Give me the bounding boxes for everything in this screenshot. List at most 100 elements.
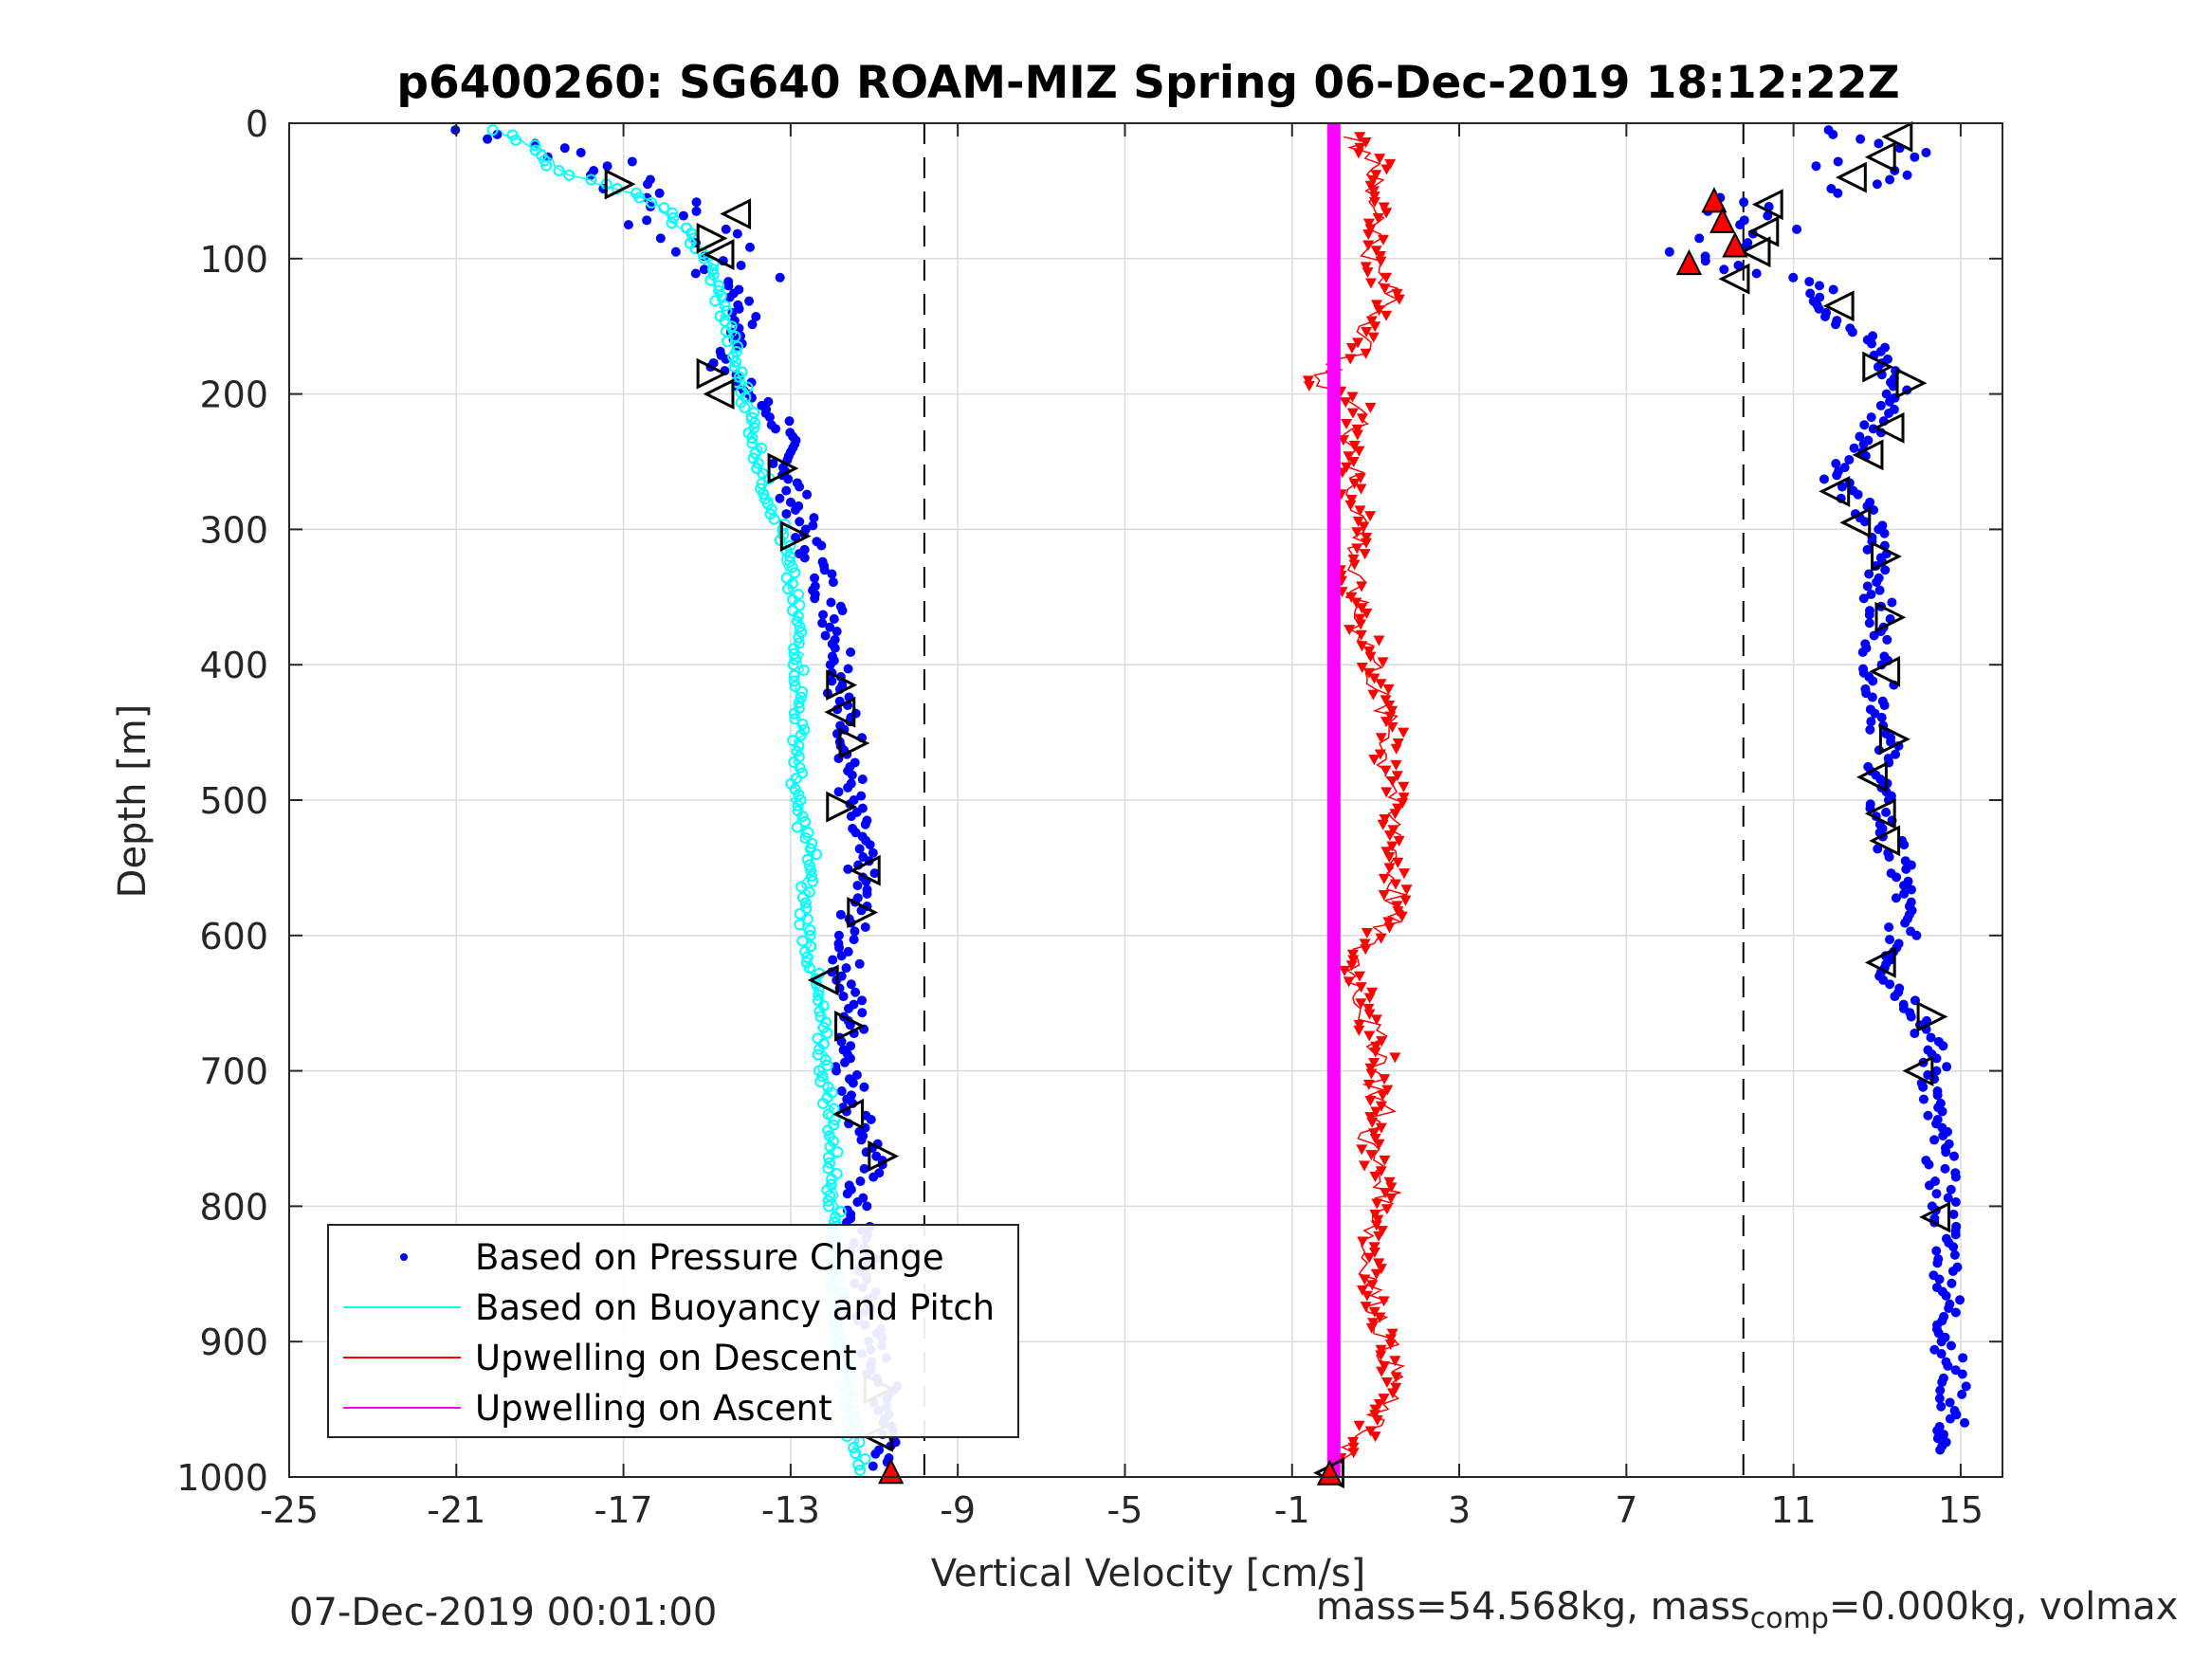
data-point [670,246,681,257]
data-point [795,794,807,806]
data-point [1393,294,1405,305]
data-point [1375,1166,1387,1177]
data-point [1397,797,1409,809]
data-point [803,886,815,899]
data-point [788,647,800,660]
data-point [1369,1404,1381,1415]
legend-swatch [400,1253,408,1261]
data-point [1359,939,1371,950]
data-point [667,211,679,224]
data-point [796,891,809,903]
data-point [819,1054,832,1066]
data-point [1370,1220,1382,1231]
data-point [781,509,792,520]
data-point [852,1458,865,1470]
data-point [775,493,785,503]
y-tick-label: 1000 [176,1457,268,1499]
data-point [1356,641,1368,652]
data-point [1362,229,1375,241]
data-point [794,599,806,611]
data-point [1364,278,1377,289]
data-point [1931,1053,1942,1064]
data-point [1372,212,1384,224]
turn-marker [1864,797,1896,830]
data-point [1371,1198,1383,1210]
data-point [1804,277,1815,287]
data-point [1948,1242,1959,1252]
data-point [1368,196,1380,208]
data-point [1352,516,1364,527]
red-marker [1722,231,1748,258]
data-point [764,412,775,423]
data-point [1792,224,1802,234]
data-point [1345,960,1358,972]
data-point [820,630,831,641]
data-point [794,761,806,774]
data-point [799,553,810,563]
data-point [1344,354,1357,365]
data-point [1353,1025,1365,1036]
data-point [1751,268,1762,279]
data-point [1384,158,1397,170]
data-point [1910,152,1920,162]
data-point [811,848,823,861]
data-point [1341,462,1353,473]
data-point [1855,431,1865,442]
data-point [833,787,844,797]
data-point [529,139,541,152]
data-point [1391,771,1403,782]
data-point [1400,884,1413,896]
data-point [785,497,795,507]
data-point [808,520,818,531]
data-point [1381,1085,1394,1096]
data-point [1382,684,1395,695]
data-point [1340,397,1352,409]
data-point [1872,577,1882,588]
data-point [654,188,665,198]
data-point [1890,992,1900,1002]
data-point [627,156,637,167]
data-point [1341,419,1353,430]
data-point [1345,343,1358,355]
data-point [1363,993,1376,1004]
turn-marker [1839,506,1872,538]
data-point [559,143,570,154]
data-point [1931,1189,1942,1199]
data-point [1926,1032,1936,1043]
data-point [817,1097,830,1109]
data-point [1379,1155,1391,1166]
data-point [1354,142,1366,154]
data-point [690,268,701,279]
data-point [852,1197,863,1208]
data-point [1814,303,1824,314]
data-point [857,775,868,785]
data-point [732,228,742,239]
data-point [1929,1344,1940,1355]
turn-marker [604,168,636,200]
data-point [781,485,792,496]
data-point [838,992,849,1002]
data-point [1371,1415,1383,1427]
data-point [1866,338,1876,349]
data-point [1373,1398,1385,1410]
data-point [623,220,633,230]
data-point [799,897,812,909]
data-point [837,606,848,616]
data-point [1368,755,1380,766]
data-point [655,233,666,244]
data-point [854,1464,867,1476]
data-point [784,416,795,427]
data-point [1356,1285,1368,1296]
data-point [794,907,806,920]
data-point [1911,930,1922,940]
turn-marker [720,198,752,230]
data-point [1359,549,1371,560]
data-point [789,567,801,579]
data-point [1811,161,1821,172]
turn-marker [1919,1201,1950,1233]
data-point [1370,170,1382,181]
x-tick-label: 15 [1938,1489,1983,1531]
data-point [1364,1112,1377,1123]
data-point [1380,717,1393,728]
data-point [1719,264,1729,275]
